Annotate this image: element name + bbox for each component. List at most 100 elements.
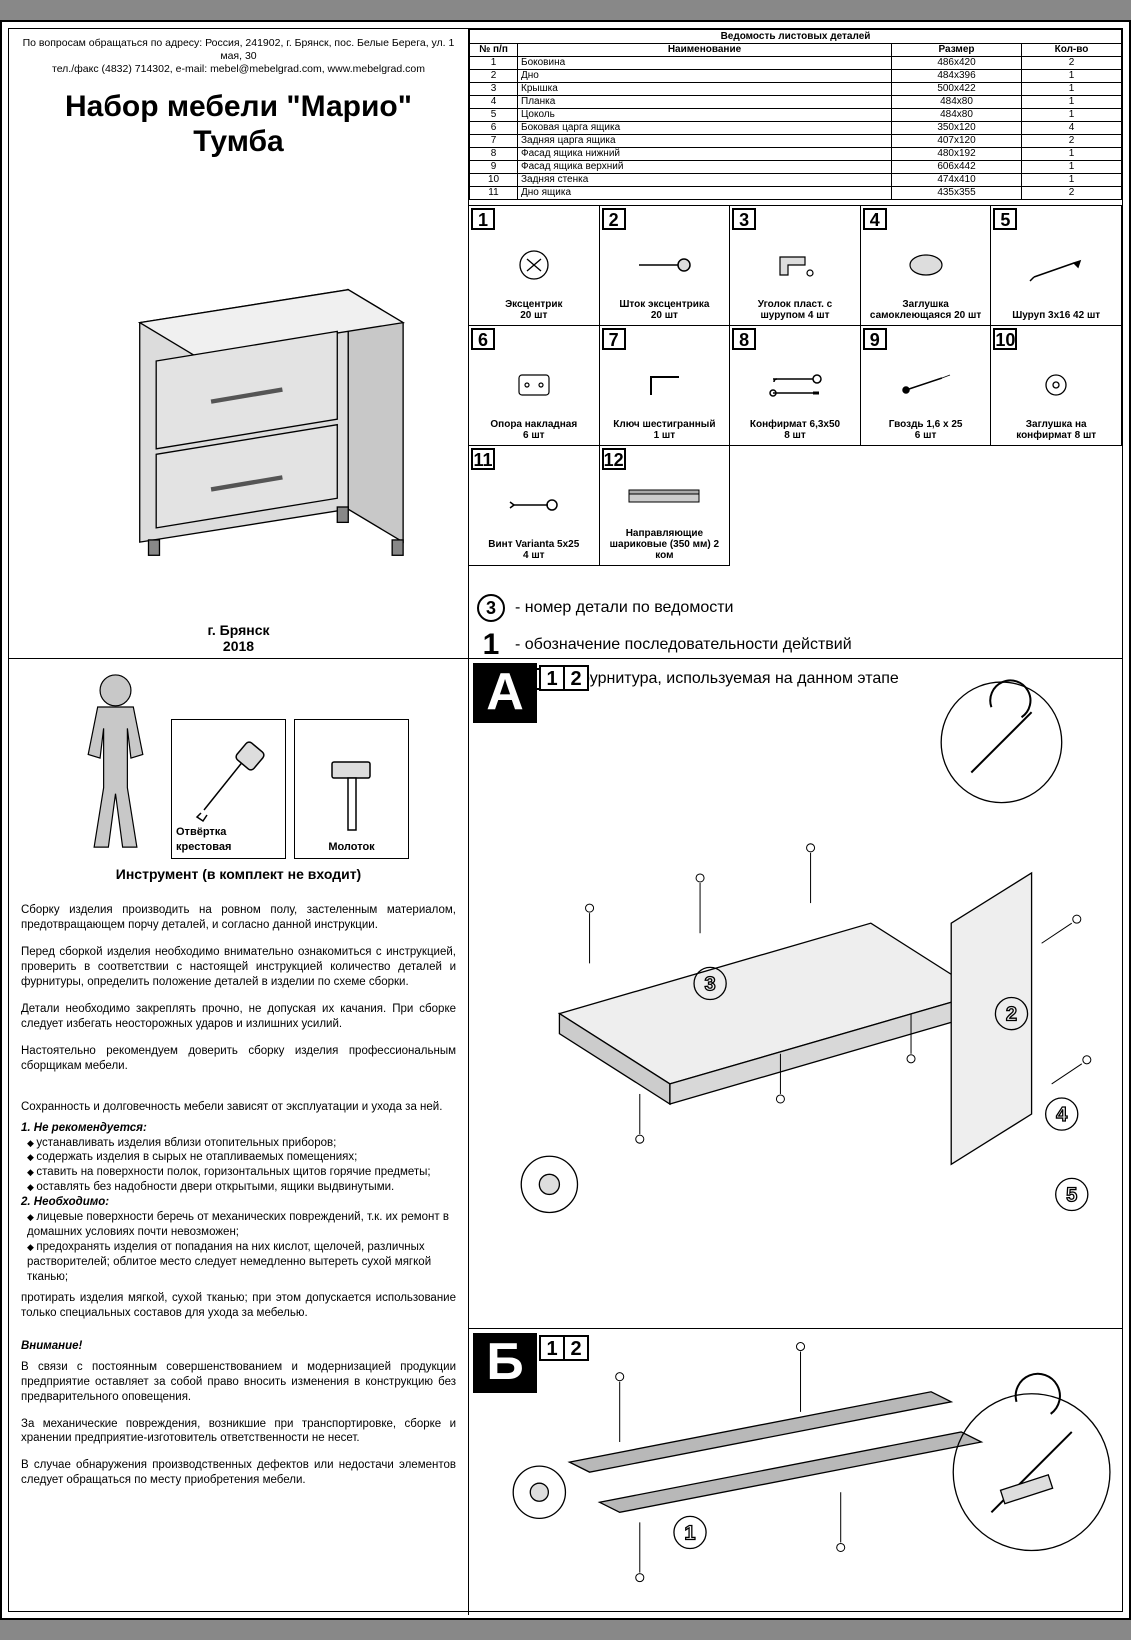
hw-cell-3: 3 Уголок пласт. сшурупом 4 шт bbox=[729, 205, 861, 326]
product-illustration bbox=[19, 159, 458, 618]
step-a-letter: А bbox=[473, 663, 537, 723]
hw-label: Конфирмат 6,3x508 шт bbox=[750, 419, 840, 441]
instructions-block: Отвёртка крестовая Молоток Инструмент (в… bbox=[9, 659, 469, 1615]
hw-cell-1: 1 Эксцентрик20 шт bbox=[468, 205, 600, 326]
tool1-label: Отвёртка крестовая bbox=[176, 825, 281, 854]
hw-icon-6 bbox=[471, 350, 597, 419]
hw-num: 11 bbox=[471, 448, 495, 470]
hw-num: 2 bbox=[602, 208, 626, 230]
hw-icon-9 bbox=[863, 350, 989, 419]
parts-row: 2Дно484x3961 bbox=[470, 70, 1122, 83]
hw-num: 5 bbox=[993, 208, 1017, 230]
hw-icon-1 bbox=[471, 230, 597, 299]
warn2: За механические повреждения, возникшие п… bbox=[21, 1417, 456, 1447]
parts-row: 8Фасад ящика нижний480x1921 bbox=[470, 148, 1122, 161]
title-main: Набор мебели "Марио" bbox=[65, 90, 412, 125]
svg-text:1: 1 bbox=[684, 1522, 695, 1544]
hw-num: 8 bbox=[732, 328, 756, 350]
b6: предохранять изделия от попадания на них… bbox=[27, 1240, 456, 1285]
h2: 2. Необходимо: bbox=[21, 1195, 456, 1210]
hw-cell-7: 7 Ключ шестигранный1 шт bbox=[599, 325, 731, 446]
legend-circle-icon: 3 bbox=[477, 594, 505, 622]
hw-label: Уголок пласт. сшурупом 4 шт bbox=[758, 299, 833, 321]
svg-text:4: 4 bbox=[1056, 1104, 1068, 1126]
col-name: Наименование bbox=[518, 44, 892, 57]
hw-cell-12: 12 Направляющиешариковые (350 мм) 2 ком bbox=[599, 445, 731, 566]
bullets-2: лицевые поверхности беречь от механическ… bbox=[21, 1210, 456, 1285]
parts-table-title: Ведомость листовых деталей bbox=[470, 30, 1122, 44]
hw-icon-12 bbox=[602, 470, 728, 528]
tools-row: Отвёртка крестовая Молоток bbox=[21, 669, 456, 859]
hw-label: Заглушка наконфирмат 8 шт bbox=[1016, 419, 1096, 441]
parts-block: Ведомость листовых деталей № п/п Наимено… bbox=[469, 29, 1122, 659]
hw-num: 1 bbox=[471, 208, 495, 230]
legend-stepnum-icon: 1 bbox=[477, 628, 505, 662]
step-b-hw-2: 2 bbox=[563, 1335, 589, 1361]
parts-row: 6Боковая царга ящика350x1204 bbox=[470, 122, 1122, 135]
hw-cell-4: 4 Заглушкасамоклеющаяся 20 шт bbox=[860, 205, 992, 326]
hw-label: Направляющиешариковые (350 мм) 2 ком bbox=[602, 528, 728, 561]
hw-icon-11 bbox=[471, 470, 597, 539]
step-a: А 1 2 3 2 4 5 bbox=[469, 659, 1122, 1329]
hw-num: 3 bbox=[732, 208, 756, 230]
hw-cell-11: 11 Винт Varianta 5x254 шт bbox=[468, 445, 600, 566]
b1: устанавливать изделия вблизи отопительны… bbox=[27, 1136, 456, 1151]
page: По вопросам обращаться по адресу: Россия… bbox=[0, 20, 1131, 1620]
parts-row: 4Планка484x801 bbox=[470, 96, 1122, 109]
hw-num: 6 bbox=[471, 328, 495, 350]
instr-p1: Сборку изделия производить на ровном пол… bbox=[21, 903, 456, 933]
warn3: В случае обнаружения производственных де… bbox=[21, 1458, 456, 1488]
contact-line1: По вопросам обращаться по адресу: Россия… bbox=[19, 37, 458, 63]
hw-label: Шуруп 3x16 42 шт bbox=[1012, 310, 1100, 321]
hw-icon-10 bbox=[993, 350, 1119, 419]
b4: оставлять без надобности двери открытыми… bbox=[27, 1180, 456, 1195]
b5: лицевые поверхности беречь от механическ… bbox=[27, 1210, 456, 1240]
contact-info: По вопросам обращаться по адресу: Россия… bbox=[19, 37, 458, 76]
warn1: В связи с постоянным совершенствованием … bbox=[21, 1360, 456, 1405]
step-b-letter: Б bbox=[473, 1333, 537, 1393]
person-icon bbox=[68, 669, 163, 859]
hw-num: 7 bbox=[602, 328, 626, 350]
tools-caption: Инструмент (в комплект не входит) bbox=[21, 865, 456, 883]
step-b-hw: 1 2 bbox=[541, 1335, 589, 1361]
hw-icon-2 bbox=[602, 230, 728, 299]
step-a-hw: 1 2 bbox=[541, 665, 589, 691]
step-a-hw-1: 1 bbox=[539, 665, 565, 691]
instr-p4: Настоятельно рекомендуем доверить сборку… bbox=[21, 1044, 456, 1074]
hw-num: 12 bbox=[602, 448, 626, 470]
step-a-hw-2: 2 bbox=[563, 665, 589, 691]
parts-row: 9Фасад ящика верхний606x4421 bbox=[470, 161, 1122, 174]
hw-num: 9 bbox=[863, 328, 887, 350]
hw-cell-9: 9 Гвоздь 1,6 x 256 шт bbox=[860, 325, 992, 446]
contact-line2: тел./факс (4832) 714302, e-mail: mebel@m… bbox=[19, 63, 458, 76]
tool-hammer: Молоток bbox=[294, 719, 409, 859]
hw-label: Эксцентрик20 шт bbox=[505, 299, 562, 321]
hw-label: Опора накладная6 шт bbox=[490, 419, 577, 441]
tool2-label: Молоток bbox=[328, 840, 374, 854]
hw-label: Заглушкасамоклеющаяся 20 шт bbox=[870, 299, 981, 321]
legend-text-2: - обозначение последовательности действи… bbox=[515, 636, 852, 654]
care-title: Сохранность и долговечность мебели завис… bbox=[21, 1100, 456, 1115]
city-year: 2018 bbox=[207, 638, 269, 654]
warn-h: Внимание! bbox=[21, 1339, 456, 1354]
legend-row-2: 1 - обозначение последовательности дейст… bbox=[477, 628, 1114, 662]
city-year: г. Брянск 2018 bbox=[207, 622, 269, 654]
hw-cell-10: 10 Заглушка наконфирмат 8 шт bbox=[990, 325, 1122, 446]
h1: 1. Не рекомендуется: bbox=[21, 1121, 456, 1136]
hammer-icon bbox=[312, 750, 392, 840]
title-sub: Тумба bbox=[193, 125, 283, 159]
tool-screwdriver: Отвёртка крестовая bbox=[171, 719, 286, 859]
hw-icon-3 bbox=[732, 230, 858, 299]
parts-row: 5Цоколь484x801 bbox=[470, 109, 1122, 122]
hw-num: 10 bbox=[993, 328, 1017, 350]
hw-icon-8 bbox=[732, 350, 858, 419]
legend-row-1: 3 - номер детали по ведомости bbox=[477, 594, 1114, 622]
col-size: Размер bbox=[892, 44, 1022, 57]
parts-row: 11Дно ящика435x3552 bbox=[470, 187, 1122, 200]
svg-text:5: 5 bbox=[1066, 1184, 1077, 1206]
title-block: По вопросам обращаться по адресу: Россия… bbox=[9, 29, 469, 659]
parts-row: 1Боковина486x4202 bbox=[470, 57, 1122, 70]
screwdriver-icon bbox=[189, 735, 269, 825]
instr-p2: Перед сборкой изделия необходимо внимате… bbox=[21, 945, 456, 990]
col-num: № п/п bbox=[470, 44, 518, 57]
